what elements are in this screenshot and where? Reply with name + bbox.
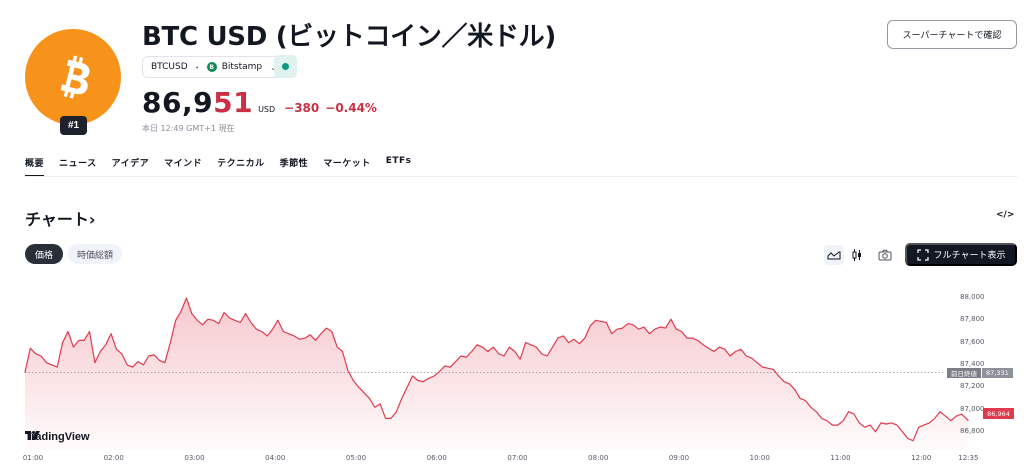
price-line (24, 297, 969, 442)
x-tick-label: 05:00 (345, 454, 367, 462)
x-tick-label: 11:00 (830, 454, 851, 462)
open-supercharts-button[interactable]: スーパーチャートで確認 (887, 20, 1017, 49)
candlestick-icon (852, 249, 861, 261)
x-tick-label: 09:00 (668, 454, 690, 462)
bitcoin-logo (25, 29, 121, 125)
full-chart-button[interactable]: フルチャート表示 (905, 243, 1017, 266)
rank-badge: #1 (60, 116, 87, 135)
tabs-divider (25, 176, 1018, 177)
tab-news[interactable]: ニュース (59, 159, 97, 169)
y-tick-label: 88,000 (960, 293, 985, 301)
tab-technicals[interactable]: テクニカル (217, 159, 265, 169)
y-tick-label: 87,200 (960, 382, 985, 391)
price-display: 86,9 51 USD −380 −0.44% (142, 86, 377, 119)
price-area-plot (24, 297, 969, 450)
y-tick-label: 87,600 (960, 337, 985, 346)
previous-close-tag: 前日終値 87,331 (947, 367, 1013, 378)
x-tick-label: 02:00 (103, 454, 124, 462)
price-change: −380 (284, 101, 320, 115)
y-tick-label: 86,800 (960, 426, 985, 435)
bitcoin-icon (60, 55, 90, 99)
snapshot-button[interactable] (874, 244, 896, 266)
symbol-selector[interactable]: BTCUSD ・ B Bitstamp ⌄ (142, 56, 286, 78)
symbol-label: BTCUSD (151, 62, 188, 72)
fullscreen-icon (916, 248, 929, 261)
exchange-label: Bitstamp (221, 62, 263, 72)
tradingview-icon (25, 431, 40, 440)
tab-ideas[interactable]: アイデア (111, 159, 150, 169)
tradingview-label: TradingView (25, 431, 90, 443)
tab-markets[interactable]: マーケット (323, 159, 371, 169)
full-chart-label: フルチャート表示 (933, 250, 1006, 260)
x-tick-label: 10:00 (749, 454, 770, 462)
x-tick-label: 01:00 (22, 454, 44, 462)
tab-etfs[interactable]: ETFs (385, 156, 412, 166)
tradingview-logo[interactable]: TradingView (25, 431, 90, 443)
y-tick-label: 87,000 (960, 404, 985, 413)
x-tick-label: 12:00 (911, 454, 932, 462)
exchange-icon: B (206, 62, 217, 72)
section-tabs: 概要 ニュース アイデア マインド テクニカル 季節性 マーケット ETFs (25, 156, 427, 177)
camera-icon (878, 249, 892, 261)
area-chart-button[interactable] (823, 245, 844, 265)
market-status-indicator[interactable] (274, 55, 297, 78)
chevron-down-icon: ⌄ (270, 63, 277, 72)
candle-chart-button[interactable] (847, 245, 867, 265)
x-tick-label: 06:00 (426, 454, 447, 462)
x-tick-label: 03:00 (184, 454, 205, 462)
x-tick-label: 07:00 (507, 454, 528, 462)
price-main: 86,9 (142, 86, 214, 119)
currency-label: USD (258, 105, 276, 114)
tab-overview[interactable]: 概要 (25, 156, 45, 177)
price-area-fill (24, 298, 969, 450)
quote-timestamp: 本日 12:49 GMT+1 現在 (142, 124, 235, 133)
current-price-tag: 86,964 (983, 408, 1014, 419)
market-open-dot-icon (282, 63, 289, 70)
separator: ・ (192, 63, 202, 74)
x-tick-label: 12:35 (958, 454, 979, 462)
x-tick-label: 04:00 (265, 454, 286, 462)
segment-price[interactable]: 価格 (25, 244, 63, 264)
price-chart[interactable]: 88,000 87,800 87,600 87,400 87,200 87,000 86,8… (0, 275, 1024, 472)
page-title: BTC USD (ビットコイン／米ドル) (142, 22, 556, 52)
y-tick-label: 87,800 (960, 315, 985, 324)
price-tail: 51 (213, 86, 254, 119)
x-tick-label: 08:00 (588, 454, 609, 462)
embed-code-icon[interactable]: </> (996, 210, 1015, 220)
previous-close-value: 87,331 (982, 367, 1013, 378)
chart-style-toggle (822, 244, 868, 266)
tab-minds[interactable]: マインド (164, 159, 203, 169)
tab-seasonals[interactable]: 季節性 (279, 159, 309, 169)
previous-close-label: 前日終値 (947, 367, 981, 378)
y-tick-label: 87,400 (960, 359, 985, 368)
area-chart-icon (827, 251, 840, 260)
price-change-percent: −0.44% (325, 101, 377, 115)
segment-market-cap[interactable]: 時価総額 (68, 244, 122, 264)
chart-section-title[interactable]: チャート› (25, 210, 96, 229)
